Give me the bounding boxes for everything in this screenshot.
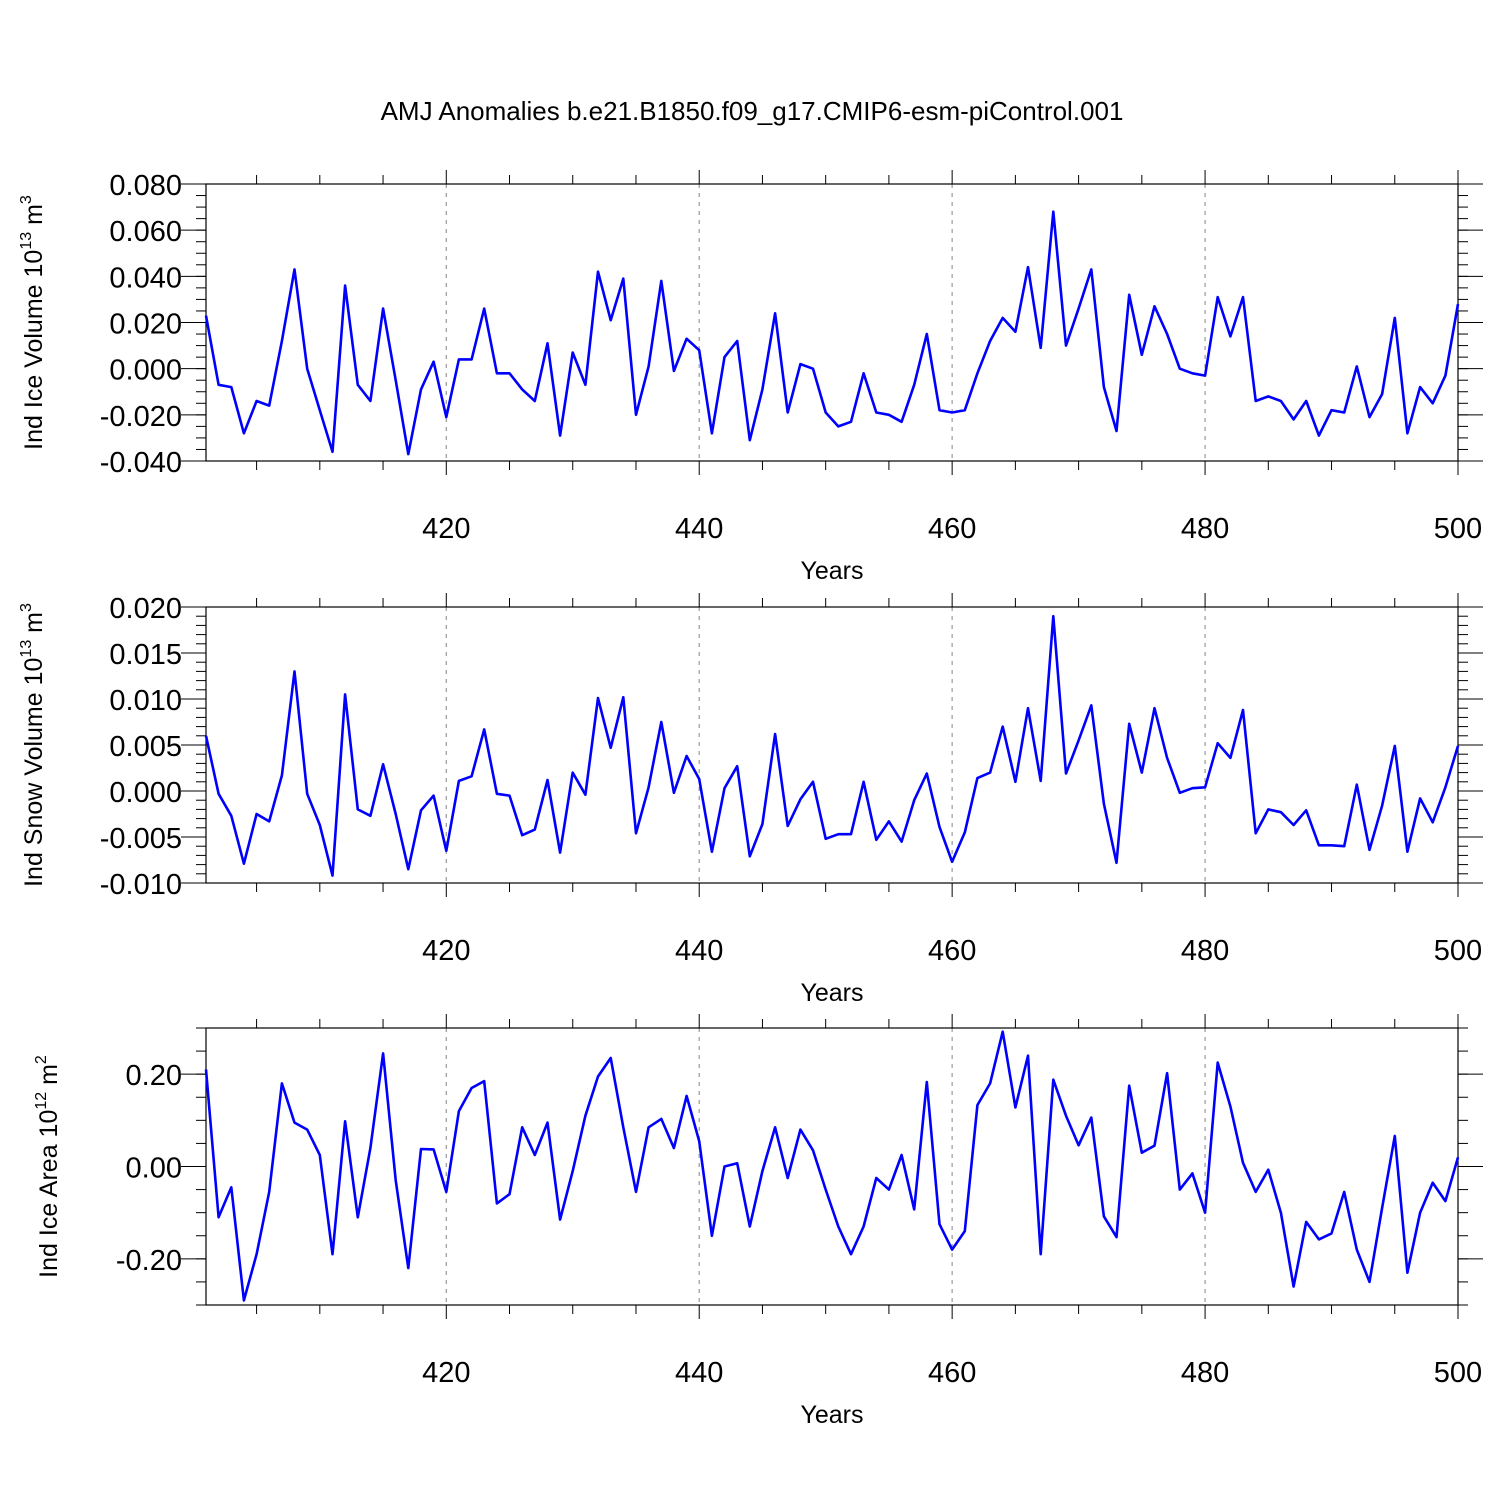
y-tick-label-0.060: 0.060 (109, 216, 182, 248)
y-tick-label--0.20: -0.20 (116, 1245, 182, 1277)
y-tick-label--0.040: -0.040 (100, 447, 182, 479)
y-tick-label-0.005: 0.005 (109, 731, 182, 763)
x-tick-label-480: 480 (1181, 1357, 1229, 1389)
y-axis-label-text: Ind Snow Volume 10 (20, 658, 48, 887)
y-axis-label: Ind Ice Volume 1013 m3 (18, 195, 48, 450)
y-axis-label-text: Ind Ice Volume 10 (20, 250, 48, 450)
y-axis-label-exponent: 13 (18, 640, 35, 658)
y-tick-label-0.080: 0.080 (109, 170, 182, 202)
y-tick-label-0.040: 0.040 (109, 262, 182, 294)
panels: 420 440 460 480 500 -0.040 -0.020 0.000 0.020 0.0… (18, 170, 1483, 1429)
x-tick-label-500: 500 (1434, 935, 1482, 967)
y-axis-label-unit-exponent: 3 (18, 603, 35, 612)
y-axis-label-exponent: 13 (18, 232, 35, 250)
y-axis-label: Ind Snow Volume 1013 m3 (18, 603, 48, 887)
x-tick-label-420: 420 (422, 1357, 470, 1389)
plot-frame (205, 606, 1459, 884)
x-tick-label-420: 420 (422, 513, 470, 545)
y-tick-label-0.000: 0.000 (109, 777, 182, 809)
y-axis-label-unit-exponent: 2 (33, 1055, 50, 1064)
y-axis-label-unit: m (35, 1064, 63, 1092)
x-tick-label-480: 480 (1181, 513, 1229, 545)
x-tick-label-440: 440 (675, 935, 723, 967)
panel-snow-volume: 420 440 460 480 500 -0.010 -0.005 0.000 0.005 0.0… (18, 593, 1483, 1007)
x-tick-label-440: 440 (675, 1357, 723, 1389)
x-tick-label-500: 500 (1434, 513, 1482, 545)
plot-frame (205, 1027, 1459, 1306)
y-axis-label-unit-exponent: 3 (18, 195, 35, 204)
y-tick-label-0.00: 0.00 (126, 1153, 182, 1185)
y-tick-label-0.20: 0.20 (126, 1060, 182, 1092)
x-axis-label: Years (800, 979, 863, 1007)
x-tick-label-420: 420 (422, 935, 470, 967)
panel-ice-volume: 420 440 460 480 500 -0.040 -0.020 0.000 0.020 0.0… (18, 170, 1483, 585)
series-line-ice-volume (204, 210, 1460, 456)
x-tick-label-460: 460 (928, 935, 976, 967)
x-tick-label-480: 480 (1181, 935, 1229, 967)
y-tick-label--0.010: -0.010 (100, 869, 182, 901)
y-tick-label-0.020: 0.020 (109, 309, 182, 341)
y-tick-label-0.010: 0.010 (109, 685, 182, 717)
x-tick-label-460: 460 (928, 513, 976, 545)
y-axis-label-unit: m (20, 612, 48, 640)
y-axis-label-exponent: 12 (33, 1092, 50, 1110)
series-line-snow-volume (204, 614, 1460, 877)
y-axis-label-text: Ind Ice Area 10 (35, 1110, 63, 1278)
y-tick-label--0.005: -0.005 (100, 823, 182, 855)
y-tick-label--0.020: -0.020 (100, 401, 182, 433)
x-tick-label-460: 460 (928, 1357, 976, 1389)
y-axis-label: Ind Ice Area 1012 m2 (33, 1055, 63, 1278)
y-tick-label-0.015: 0.015 (109, 639, 182, 671)
x-axis-label: Years (800, 1401, 863, 1429)
y-tick-label-0.000: 0.000 (109, 355, 182, 387)
panel-ice-area: 420 440 460 480 500 -0.20 0.00 0.20 Years Ind Ice… (33, 1014, 1483, 1429)
y-axis-label-unit: m (20, 204, 48, 232)
x-tick-label-500: 500 (1434, 1357, 1482, 1389)
series-line-ice-area (204, 1030, 1460, 1302)
figure-title: AMJ Anomalies b.e21.B1850.f09_g17.CMIP6-… (381, 96, 1124, 126)
x-axis-label: Years (800, 557, 863, 585)
x-tick-label-440: 440 (675, 513, 723, 545)
y-tick-label-0.020: 0.020 (109, 593, 182, 625)
